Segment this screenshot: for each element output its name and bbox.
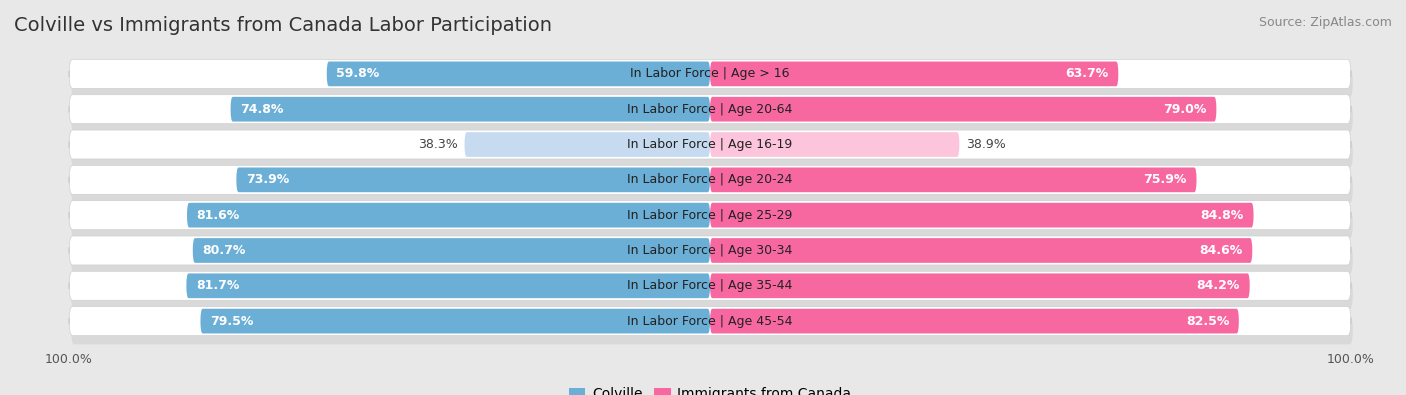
FancyBboxPatch shape (464, 132, 710, 157)
FancyBboxPatch shape (710, 167, 1197, 192)
FancyBboxPatch shape (231, 97, 710, 122)
Text: 84.2%: 84.2% (1197, 279, 1240, 292)
FancyBboxPatch shape (710, 273, 1250, 298)
Text: Source: ZipAtlas.com: Source: ZipAtlas.com (1258, 16, 1392, 29)
FancyBboxPatch shape (69, 236, 1351, 265)
Legend: Colville, Immigrants from Canada: Colville, Immigrants from Canada (562, 382, 858, 395)
FancyBboxPatch shape (69, 166, 1351, 194)
Text: 63.7%: 63.7% (1066, 68, 1109, 81)
FancyBboxPatch shape (69, 59, 1351, 88)
FancyBboxPatch shape (70, 245, 1353, 274)
FancyBboxPatch shape (69, 307, 1351, 336)
Text: In Labor Force | Age 16-19: In Labor Force | Age 16-19 (627, 138, 793, 151)
FancyBboxPatch shape (193, 238, 710, 263)
FancyBboxPatch shape (70, 209, 1353, 239)
Text: 73.9%: 73.9% (246, 173, 290, 186)
Text: In Labor Force | Age > 16: In Labor Force | Age > 16 (630, 68, 790, 81)
FancyBboxPatch shape (187, 273, 710, 298)
Text: 75.9%: 75.9% (1143, 173, 1187, 186)
Text: In Labor Force | Age 20-64: In Labor Force | Age 20-64 (627, 103, 793, 116)
Text: In Labor Force | Age 20-24: In Labor Force | Age 20-24 (627, 173, 793, 186)
FancyBboxPatch shape (70, 174, 1353, 203)
Text: 79.5%: 79.5% (209, 314, 253, 327)
FancyBboxPatch shape (70, 280, 1353, 309)
Text: In Labor Force | Age 35-44: In Labor Force | Age 35-44 (627, 279, 793, 292)
Text: 74.8%: 74.8% (240, 103, 284, 116)
FancyBboxPatch shape (70, 68, 1353, 97)
FancyBboxPatch shape (69, 201, 1351, 229)
FancyBboxPatch shape (710, 97, 1216, 122)
FancyBboxPatch shape (236, 167, 710, 192)
Text: 38.3%: 38.3% (419, 138, 458, 151)
FancyBboxPatch shape (69, 130, 1351, 159)
Text: 79.0%: 79.0% (1163, 103, 1206, 116)
Text: Colville vs Immigrants from Canada Labor Participation: Colville vs Immigrants from Canada Labor… (14, 16, 553, 35)
FancyBboxPatch shape (69, 95, 1351, 124)
FancyBboxPatch shape (70, 103, 1353, 132)
FancyBboxPatch shape (710, 203, 1254, 228)
FancyBboxPatch shape (710, 132, 959, 157)
FancyBboxPatch shape (326, 62, 710, 86)
Text: 84.8%: 84.8% (1201, 209, 1244, 222)
Text: 59.8%: 59.8% (336, 68, 380, 81)
FancyBboxPatch shape (187, 203, 710, 228)
Text: 84.6%: 84.6% (1199, 244, 1243, 257)
Text: In Labor Force | Age 25-29: In Labor Force | Age 25-29 (627, 209, 793, 222)
FancyBboxPatch shape (69, 271, 1351, 300)
Text: 38.9%: 38.9% (966, 138, 1005, 151)
FancyBboxPatch shape (201, 309, 710, 333)
Text: In Labor Force | Age 30-34: In Labor Force | Age 30-34 (627, 244, 793, 257)
FancyBboxPatch shape (70, 139, 1353, 168)
Text: 80.7%: 80.7% (202, 244, 246, 257)
Text: 82.5%: 82.5% (1185, 314, 1229, 327)
FancyBboxPatch shape (710, 62, 1118, 86)
FancyBboxPatch shape (70, 316, 1353, 344)
Text: 81.7%: 81.7% (195, 279, 239, 292)
Text: 81.6%: 81.6% (197, 209, 240, 222)
FancyBboxPatch shape (710, 309, 1239, 333)
Text: In Labor Force | Age 45-54: In Labor Force | Age 45-54 (627, 314, 793, 327)
FancyBboxPatch shape (710, 238, 1253, 263)
